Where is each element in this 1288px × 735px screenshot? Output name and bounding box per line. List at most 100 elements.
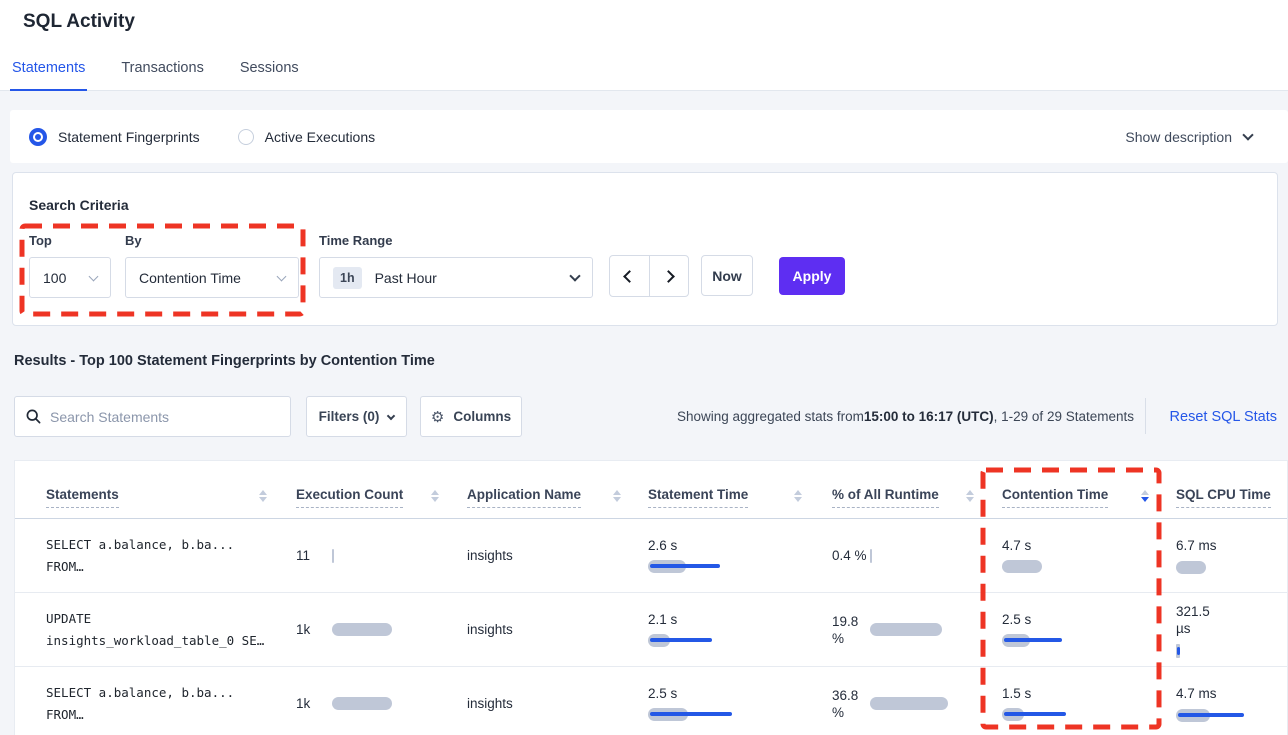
by-label: By (125, 233, 142, 248)
divider (1145, 398, 1146, 434)
cell-pct-of-all-runtime: 19.8 % (832, 593, 942, 666)
cell-sql-cpu-time: 6.7 ms (1176, 519, 1217, 592)
top-field: Top 100 (29, 233, 111, 298)
chevron-down-icon (276, 271, 287, 281)
previous-time-button[interactable] (610, 256, 650, 296)
search-criteria-panel: Search Criteria Top 100 By Contention Ti… (12, 172, 1278, 326)
cell-statement[interactable]: SELECT a.balance, b.ba... FROM… (46, 536, 235, 574)
header-contention-time[interactable]: Contention Time (1002, 487, 1109, 508)
header-statement-time[interactable]: Statement Time (648, 487, 749, 508)
chevron-down-icon (569, 270, 581, 282)
time-range-value: Past Hour (374, 269, 437, 286)
cell-application-name: insights (467, 622, 513, 637)
cell-pct-of-all-runtime: 0.4 % (832, 519, 872, 592)
by-select-value: Contention Time (139, 269, 241, 286)
cell-statement-time: 2.1 s (648, 593, 712, 666)
time-pager (609, 255, 689, 297)
cell-execution-count: 1k (296, 593, 392, 666)
show-description-label: Show description (1125, 128, 1232, 145)
cell-execution-count: 11 (296, 519, 334, 592)
chevron-down-icon (88, 271, 99, 281)
search-icon (26, 409, 41, 424)
sort-icon[interactable] (259, 490, 267, 502)
top-select-value: 100 (43, 269, 67, 286)
sort-icon-active-desc[interactable] (1141, 490, 1149, 502)
tab-bar: Statements Transactions Sessions (10, 50, 301, 91)
cell-execution-count: 1k (296, 667, 392, 735)
statements-table: Statements Execution Count Application N… (14, 460, 1288, 735)
chevron-down-icon (387, 411, 396, 420)
radio-unselected-icon (237, 128, 254, 145)
top-select[interactable]: 100 (29, 257, 111, 298)
header-pct-of-all-runtime[interactable]: % of All Runtime (832, 487, 939, 508)
results-heading: Results - Top 100 Statement Fingerprints… (14, 353, 435, 369)
search-statements-input[interactable] (50, 408, 279, 425)
results-toolbar: Filters (0) ⚙ Columns Showing aggregated… (0, 396, 1288, 437)
cell-application-name: insights (467, 548, 513, 563)
table-row: UPDATE insights_workload_table_0 SE… 1k … (15, 593, 1287, 667)
view-mode-bar: Statement Fingerprints Active Executions… (10, 110, 1288, 163)
chevron-left-icon (622, 269, 636, 283)
contention-time-bar (1002, 634, 1062, 647)
apply-button[interactable]: Apply (779, 257, 845, 295)
cell-statement-time: 2.6 s (648, 519, 720, 592)
time-range-field: Time Range 1h Past Hour (319, 233, 593, 298)
show-description-toggle[interactable]: Show description (1125, 128, 1254, 145)
chevron-right-icon (662, 269, 676, 283)
search-criteria-heading: Search Criteria (29, 197, 129, 213)
header-application-name[interactable]: Application Name (467, 487, 582, 508)
cell-contention-time: 1.5 s (1002, 667, 1066, 735)
cell-contention-time: 2.5 s (1002, 593, 1062, 666)
by-select[interactable]: Contention Time (125, 257, 299, 298)
contention-time-bar (1002, 560, 1042, 573)
top-label: Top (29, 233, 52, 248)
time-range-label: Time Range (319, 233, 393, 248)
next-time-button[interactable] (650, 256, 689, 296)
table-header-row: Statements Execution Count Application N… (15, 461, 1287, 519)
filters-button[interactable]: Filters (0) (306, 396, 407, 437)
tab-transactions[interactable]: Transactions (121, 60, 204, 76)
header-statements[interactable]: Statements (46, 487, 119, 508)
header-sql-cpu-time[interactable]: SQL CPU Time (1176, 487, 1271, 508)
radio-label: Statement Fingerprints (58, 128, 200, 145)
cell-statement-time: 2.5 s (648, 667, 732, 735)
reset-sql-stats-link[interactable]: Reset SQL Stats (1169, 408, 1277, 425)
execution-count-bar (332, 623, 392, 636)
statement-time-bar (648, 560, 720, 573)
sort-icon[interactable] (613, 490, 621, 502)
sort-icon[interactable] (966, 490, 974, 502)
statement-time-bar (648, 634, 712, 647)
cell-pct-of-all-runtime: 36.8 % (832, 667, 948, 735)
radio-statement-fingerprints[interactable]: Statement Fingerprints (29, 127, 200, 146)
by-field: By Contention Time (125, 233, 299, 298)
sort-icon[interactable] (431, 490, 439, 502)
radio-label: Active Executions (264, 128, 376, 145)
pct-runtime-bar (870, 549, 872, 563)
columns-button[interactable]: ⚙ Columns (420, 396, 522, 437)
cell-statement[interactable]: UPDATE insights_workload_table_0 SE… (46, 610, 265, 648)
pct-runtime-bar (870, 623, 942, 636)
time-range-badge: 1h (333, 266, 362, 289)
cell-application-name: insights (467, 696, 513, 711)
radio-active-executions[interactable]: Active Executions (237, 128, 376, 145)
cell-sql-cpu-time: 321.5 µs (1176, 593, 1222, 666)
time-range-select[interactable]: 1h Past Hour (319, 257, 593, 298)
table-row: SELECT a.balance, b.ba... FROM… 1k insig… (15, 667, 1287, 735)
tab-statements[interactable]: Statements (10, 50, 88, 91)
statement-time-bar (648, 708, 732, 721)
page-header: SQL Activity Statements Transactions Ses… (0, 0, 1288, 91)
header-execution-count[interactable]: Execution Count (296, 487, 404, 508)
cell-statement[interactable]: SELECT a.balance, b.ba... FROM… (46, 684, 235, 722)
radio-selected-icon (29, 127, 47, 146)
execution-count-bar (332, 549, 334, 563)
filters-label: Filters (0) (318, 409, 380, 424)
page-title: SQL Activity (23, 11, 135, 32)
sql-cpu-time-bar (1176, 709, 1244, 722)
cell-contention-time: 4.7 s (1002, 519, 1042, 592)
cell-sql-cpu-time: 4.7 ms (1176, 667, 1244, 735)
tab-sessions[interactable]: Sessions (239, 60, 299, 76)
sort-icon[interactable] (794, 490, 802, 502)
now-button[interactable]: Now (701, 255, 753, 296)
sql-cpu-time-bar (1176, 561, 1206, 574)
